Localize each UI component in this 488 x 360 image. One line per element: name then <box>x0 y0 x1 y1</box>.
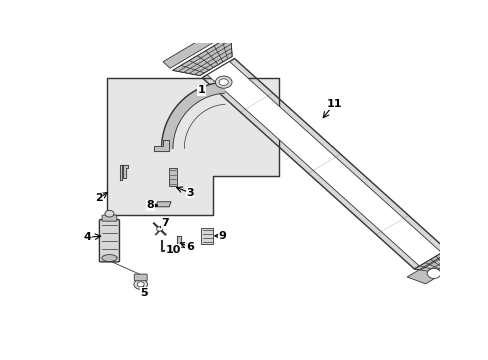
Circle shape <box>137 282 144 287</box>
Text: 5: 5 <box>141 288 148 298</box>
Circle shape <box>427 269 440 278</box>
Text: 8: 8 <box>146 201 154 210</box>
Polygon shape <box>414 250 451 273</box>
Polygon shape <box>202 59 446 269</box>
Text: 11: 11 <box>325 99 341 109</box>
Bar <box>201 228 213 244</box>
Polygon shape <box>156 202 171 207</box>
Circle shape <box>105 210 114 217</box>
Circle shape <box>215 76 232 88</box>
Text: 2: 2 <box>95 193 102 203</box>
Text: 6: 6 <box>185 242 194 252</box>
Polygon shape <box>161 82 224 149</box>
FancyBboxPatch shape <box>134 274 147 281</box>
Polygon shape <box>407 246 464 284</box>
Text: 3: 3 <box>186 188 193 198</box>
FancyBboxPatch shape <box>99 220 119 262</box>
Polygon shape <box>163 27 228 68</box>
Circle shape <box>219 79 228 85</box>
FancyBboxPatch shape <box>102 215 117 221</box>
Ellipse shape <box>102 255 117 261</box>
Polygon shape <box>106 78 279 215</box>
Polygon shape <box>120 165 128 180</box>
Polygon shape <box>176 236 186 247</box>
Text: 1: 1 <box>197 85 205 95</box>
Text: 7: 7 <box>161 219 169 228</box>
Circle shape <box>134 279 147 289</box>
FancyBboxPatch shape <box>169 168 177 186</box>
Circle shape <box>156 227 163 231</box>
Circle shape <box>441 260 455 270</box>
Polygon shape <box>207 62 441 266</box>
Polygon shape <box>172 36 232 76</box>
Text: 10: 10 <box>165 245 180 255</box>
Text: 4: 4 <box>83 232 91 242</box>
Polygon shape <box>154 140 169 151</box>
Text: 9: 9 <box>218 231 225 241</box>
